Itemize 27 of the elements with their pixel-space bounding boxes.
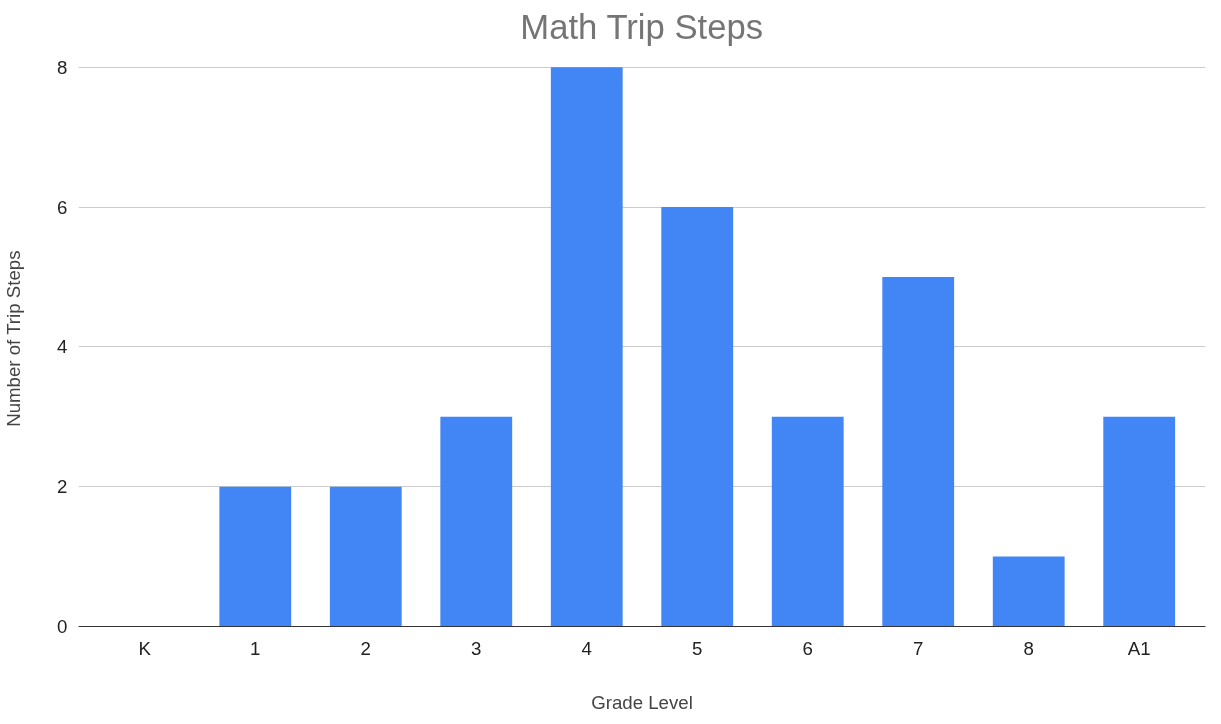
x-tick-label: 8 — [1023, 637, 1034, 659]
bar — [1103, 416, 1176, 627]
bar — [771, 416, 844, 627]
x-tick-label: 3 — [471, 637, 482, 659]
y-tick-label: 0 — [57, 616, 68, 637]
x-axis-title: Grade Level — [591, 691, 693, 713]
x-tick-label: 6 — [802, 637, 813, 659]
bar — [550, 67, 623, 627]
x-tick-label: 7 — [913, 637, 924, 659]
bar — [882, 276, 955, 627]
bar — [992, 556, 1065, 627]
x-tick-label: A1 — [1127, 637, 1151, 659]
bar — [329, 486, 402, 627]
bar — [440, 416, 513, 627]
x-tick-label: 2 — [360, 637, 371, 659]
y-tick-label: 8 — [57, 56, 68, 78]
y-tick-label: 4 — [57, 336, 68, 358]
y-tick-label: 6 — [57, 196, 68, 218]
bar — [219, 486, 292, 627]
x-tick-label: 1 — [250, 637, 261, 659]
bar — [661, 207, 734, 627]
chart-title: Math Trip Steps — [520, 7, 764, 46]
x-tick-label: 4 — [581, 637, 592, 659]
y-axis-title: Number of Trip Steps — [3, 250, 25, 427]
x-tick-label: 5 — [692, 637, 703, 659]
y-tick-label: 2 — [57, 476, 68, 498]
x-tick-label: K — [138, 637, 152, 659]
